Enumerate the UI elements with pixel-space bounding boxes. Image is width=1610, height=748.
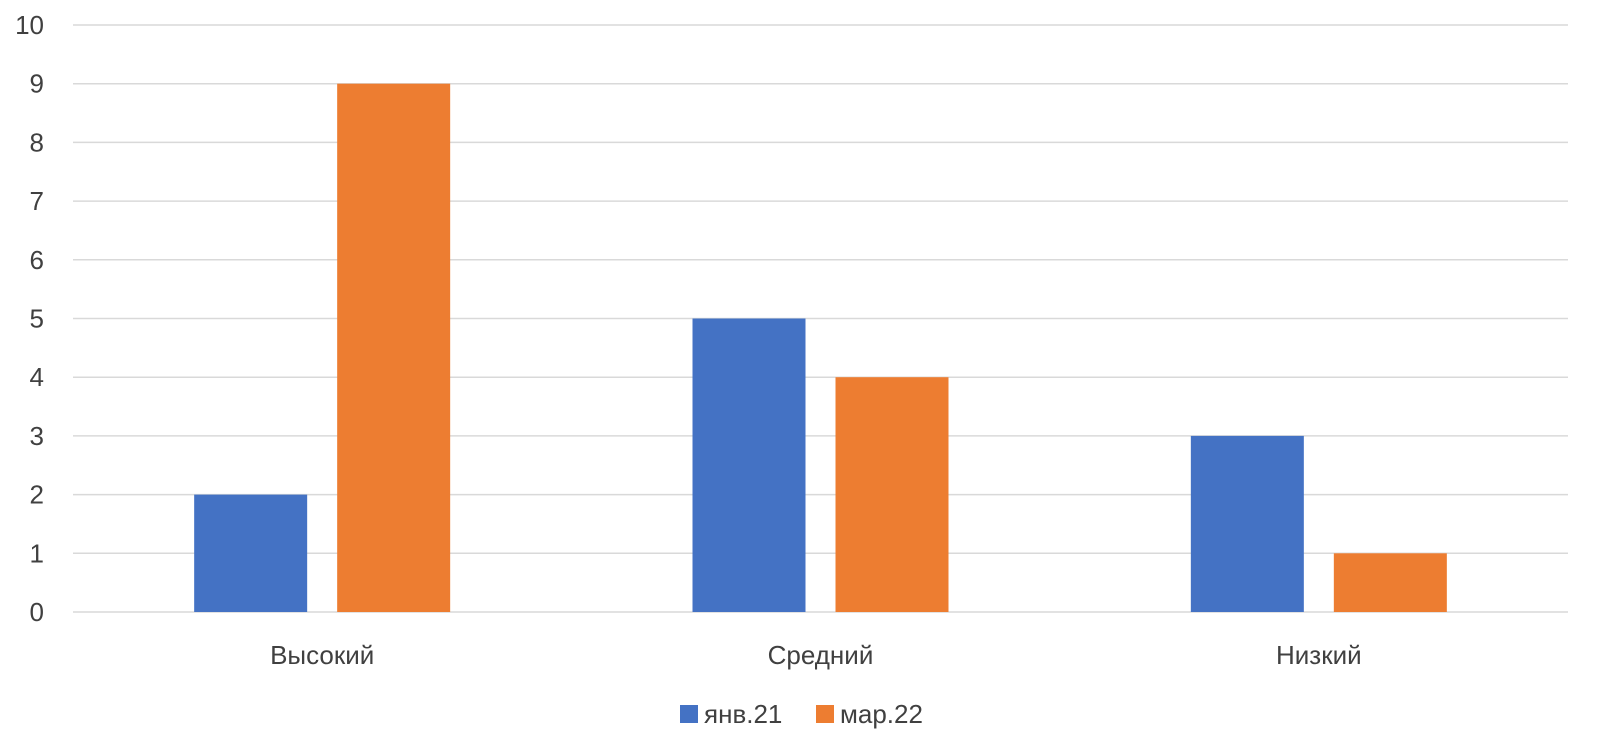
y-tick-label: 1	[30, 538, 44, 568]
y-tick-label: 3	[30, 421, 44, 451]
bar-янв.21-Высокий	[194, 494, 308, 612]
bar-мар.22-Низкий	[1333, 553, 1447, 612]
x-category-label: Низкий	[1276, 640, 1362, 670]
y-tick-label: 4	[30, 362, 44, 392]
y-tick-label: 10	[15, 10, 44, 40]
y-tick-label: 0	[30, 597, 44, 627]
y-tick-label: 2	[30, 480, 44, 510]
legend-swatch	[816, 705, 834, 723]
x-category-label: Средний	[768, 640, 874, 670]
x-category-label: Высокий	[270, 640, 374, 670]
legend: янв.21 мар.22	[680, 699, 923, 729]
y-axis-ticks: 0 1 2 3 4 5 6 7 8 9 10	[15, 10, 44, 627]
y-tick-label: 7	[30, 186, 44, 216]
x-axis-labels: Высокий Средний Низкий	[270, 640, 1362, 670]
legend-label: янв.21	[704, 699, 782, 729]
bars	[194, 83, 1447, 612]
legend-swatch	[680, 705, 698, 723]
gridlines	[73, 24, 1568, 613]
y-tick-label: 9	[30, 69, 44, 99]
legend-label: мар.22	[840, 699, 923, 729]
bar-мар.22-Средний	[835, 377, 949, 612]
bar-янв.21-Средний	[692, 318, 806, 612]
bar-янв.21-Низкий	[1190, 435, 1304, 612]
bar-мар.22-Высокий	[337, 83, 451, 612]
y-tick-label: 8	[30, 127, 44, 157]
y-tick-label: 5	[30, 304, 44, 334]
y-tick-label: 6	[30, 245, 44, 275]
